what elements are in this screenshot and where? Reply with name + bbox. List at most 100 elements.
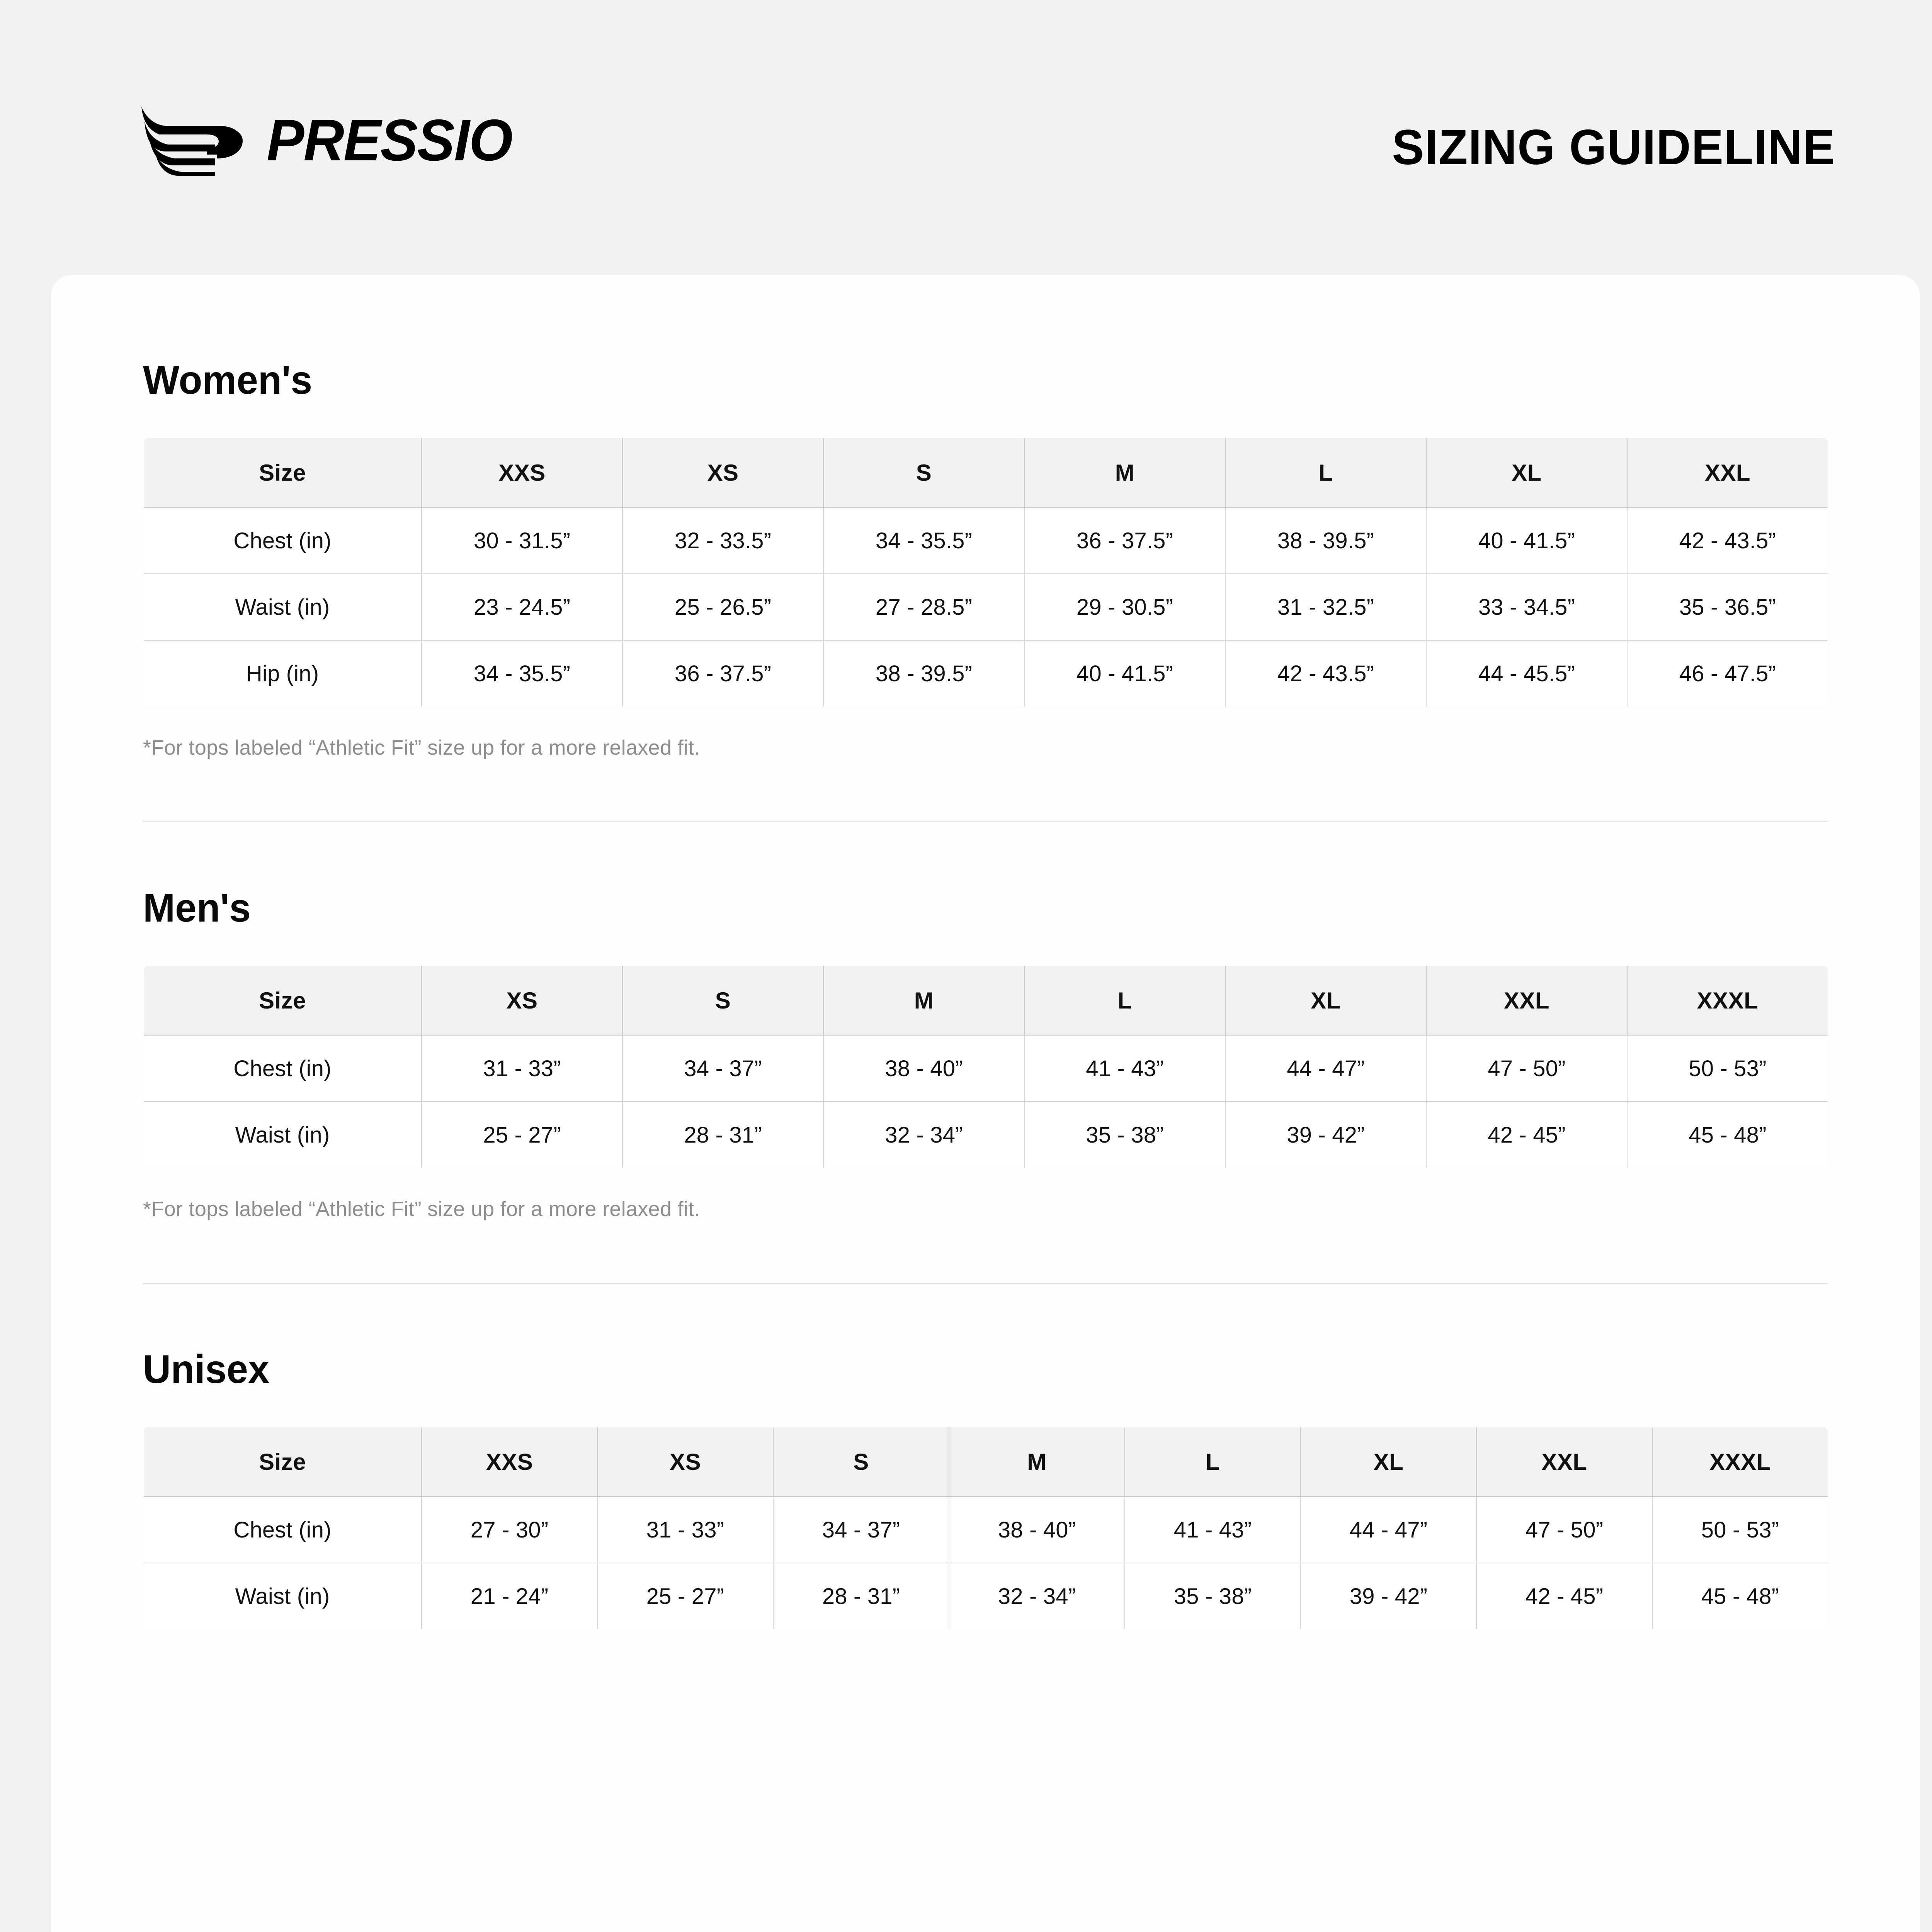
- table-cell: 45 - 48”: [1627, 1101, 1828, 1168]
- column-header: M: [823, 966, 1025, 1036]
- row-label: Waist (in): [144, 1563, 422, 1629]
- column-header: M: [1024, 438, 1226, 508]
- table-row: Waist (in) 25 - 27” 28 - 31” 32 - 34” 35…: [144, 1101, 1828, 1168]
- table-header-row: Size XXS XS S M L XL XXL XXXL: [144, 1427, 1828, 1497]
- table-cell: 45 - 48”: [1652, 1563, 1828, 1629]
- table-cell: 31 - 33”: [421, 1035, 623, 1102]
- table-cell: 41 - 43”: [1124, 1496, 1301, 1563]
- column-header: L: [1124, 1427, 1301, 1497]
- section-divider: [143, 821, 1828, 822]
- section-divider: [143, 1283, 1828, 1284]
- section-mens: Men's Size XS S M L XL: [143, 886, 1828, 1221]
- column-header: XXL: [1476, 1427, 1653, 1497]
- table-cell: 28 - 31”: [773, 1563, 949, 1629]
- section-unisex: Unisex Size XXS XS S M L: [143, 1347, 1828, 1630]
- table-cell: 38 - 40”: [823, 1035, 1025, 1102]
- table-cell: 23 - 24.5”: [421, 573, 623, 641]
- table-cell: 44 - 47”: [1300, 1496, 1477, 1563]
- table-cell: 35 - 36.5”: [1627, 573, 1828, 641]
- table-cell: 34 - 35.5”: [823, 507, 1025, 574]
- table-cell: 21 - 24”: [421, 1563, 598, 1629]
- table-cell: 42 - 43.5”: [1225, 640, 1427, 706]
- womens-size-table: Size XXS XS S M L XL XXL Chest (in): [143, 437, 1828, 707]
- table-cell: 33 - 34.5”: [1426, 573, 1628, 641]
- table-cell: 46 - 47.5”: [1627, 640, 1828, 706]
- card-body: Women's Size XXS XS S M L: [51, 275, 1920, 1630]
- column-header: S: [622, 966, 824, 1036]
- table-cell: 34 - 37”: [622, 1035, 824, 1102]
- table-cell: 42 - 45”: [1476, 1563, 1653, 1629]
- table-cell: 32 - 34”: [949, 1563, 1125, 1629]
- column-header: S: [773, 1427, 949, 1497]
- table-cell: 29 - 30.5”: [1024, 573, 1226, 641]
- column-header: XL: [1225, 966, 1427, 1036]
- table-cell: 40 - 41.5”: [1426, 507, 1628, 574]
- fit-footnote: *For tops labeled “Athletic Fit” size up…: [143, 1197, 700, 1221]
- section-title: Men's: [143, 886, 251, 930]
- table-cell: 25 - 27”: [421, 1101, 623, 1168]
- column-header: L: [1024, 966, 1226, 1036]
- table-row: Chest (in) 27 - 30” 31 - 33” 34 - 37” 38…: [144, 1496, 1828, 1563]
- table-row: Waist (in) 21 - 24” 25 - 27” 28 - 31” 32…: [144, 1563, 1828, 1629]
- column-header: XXL: [1426, 966, 1628, 1036]
- brand-lockup: PRESSIO: [139, 104, 522, 176]
- table-cell: 34 - 35.5”: [421, 640, 623, 706]
- table-cell: 39 - 42”: [1300, 1563, 1477, 1629]
- column-header: XXS: [421, 1427, 598, 1497]
- table-cell: 40 - 41.5”: [1024, 640, 1226, 706]
- unisex-size-table: Size XXS XS S M L XL XXL XXXL: [143, 1427, 1828, 1630]
- content-card: Women's Size XXS XS S M L: [51, 275, 1920, 1932]
- column-header: Size: [144, 1427, 422, 1497]
- table-row: Waist (in) 23 - 24.5” 25 - 26.5” 27 - 28…: [144, 573, 1828, 641]
- table-row: Chest (in) 31 - 33” 34 - 37” 38 - 40” 41…: [144, 1035, 1828, 1102]
- table-cell: 38 - 40”: [949, 1496, 1125, 1563]
- section-womens: Women's Size XXS XS S M L: [143, 358, 1828, 760]
- column-header: XXXL: [1627, 966, 1828, 1036]
- table-cell: 31 - 32.5”: [1225, 573, 1427, 641]
- table-cell: 44 - 45.5”: [1426, 640, 1628, 706]
- table-cell: 32 - 33.5”: [622, 507, 824, 574]
- table-cell: 27 - 28.5”: [823, 573, 1025, 641]
- fit-footnote: *For tops labeled “Athletic Fit” size up…: [143, 736, 700, 759]
- table-cell: 31 - 33”: [597, 1496, 774, 1563]
- section-title: Women's: [143, 358, 312, 403]
- mens-size-table: Size XS S M L XL XXL XXXL Chest (in): [143, 965, 1828, 1168]
- table-cell: 30 - 31.5”: [421, 507, 623, 574]
- table-cell: 34 - 37”: [773, 1496, 949, 1563]
- table-cell: 38 - 39.5”: [1225, 507, 1427, 574]
- table-cell: 28 - 31”: [622, 1101, 824, 1168]
- table-row: Chest (in) 30 - 31.5” 32 - 33.5” 34 - 35…: [144, 507, 1828, 574]
- row-label: Waist (in): [144, 573, 422, 641]
- column-header: XS: [597, 1427, 774, 1497]
- column-header: XXL: [1627, 438, 1828, 508]
- table-cell: 27 - 30”: [421, 1496, 598, 1563]
- column-header: M: [949, 1427, 1125, 1497]
- table-cell: 36 - 37.5”: [1024, 507, 1226, 574]
- brand-name: PRESSIO: [267, 107, 513, 173]
- table-cell: 35 - 38”: [1124, 1563, 1301, 1629]
- table-cell: 32 - 34”: [823, 1101, 1025, 1168]
- column-header: XS: [622, 438, 824, 508]
- row-label: Chest (in): [144, 1035, 422, 1102]
- column-header: S: [823, 438, 1025, 508]
- column-header: XXS: [421, 438, 623, 508]
- table-cell: 25 - 27”: [597, 1563, 774, 1629]
- row-label: Chest (in): [144, 1496, 422, 1563]
- table-header-row: Size XS S M L XL XXL XXXL: [144, 966, 1828, 1036]
- table-cell: 39 - 42”: [1225, 1101, 1427, 1168]
- table-cell: 44 - 47”: [1225, 1035, 1427, 1102]
- table-cell: 35 - 38”: [1024, 1101, 1226, 1168]
- section-title: Unisex: [143, 1347, 270, 1392]
- table-header-row: Size XXS XS S M L XL XXL: [144, 438, 1828, 508]
- table-cell: 47 - 50”: [1426, 1035, 1628, 1102]
- column-header: Size: [144, 438, 422, 508]
- table-cell: 41 - 43”: [1024, 1035, 1226, 1102]
- table-cell: 47 - 50”: [1476, 1496, 1653, 1563]
- column-header: XL: [1300, 1427, 1477, 1497]
- table-row: Hip (in) 34 - 35.5” 36 - 37.5” 38 - 39.5…: [144, 640, 1828, 706]
- table-cell: 50 - 53”: [1627, 1035, 1828, 1102]
- column-header: XL: [1426, 438, 1628, 508]
- row-label: Waist (in): [144, 1101, 422, 1168]
- row-label: Chest (in): [144, 507, 422, 574]
